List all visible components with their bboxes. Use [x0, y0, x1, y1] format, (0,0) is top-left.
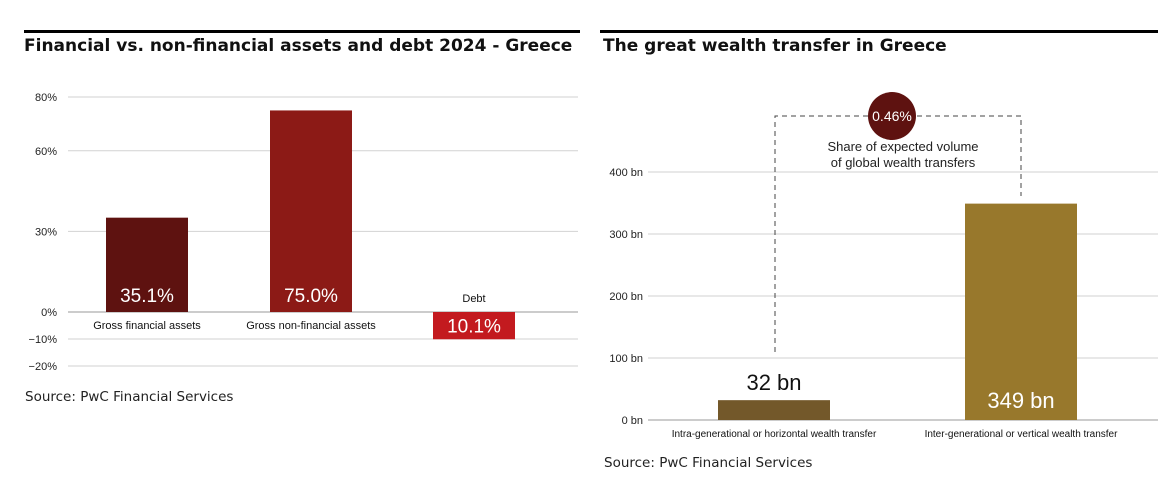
- y-tick-label: 80%: [35, 92, 57, 104]
- category-label: Inter-generational or vertical wealth tr…: [925, 429, 1119, 440]
- dashed-bracket: [774, 115, 1022, 352]
- bar-value-label: 35.1%: [120, 286, 174, 307]
- bar: [965, 203, 1077, 420]
- category-label: Debt: [462, 293, 485, 305]
- y-tick-label: 0 bn: [622, 415, 643, 427]
- bar-value-label: 349 bn: [987, 388, 1054, 413]
- y-tick-label: −20%: [29, 361, 58, 373]
- bar-value-label: 75.0%: [284, 286, 338, 307]
- chart-title: The great wealth transfer in Greece: [603, 36, 947, 56]
- y-tick-label: 30%: [35, 226, 57, 238]
- bar: [270, 110, 352, 312]
- category-label: Intra-generational or horizontal wealth …: [672, 429, 877, 440]
- y-tick-label: −10%: [29, 334, 58, 346]
- y-tick-label: 300 bn: [609, 229, 643, 241]
- bar-value-label: 32 bn: [746, 370, 801, 395]
- title-rule: [600, 30, 1158, 33]
- category-label: Gross financial assets: [93, 320, 201, 332]
- y-tick-label: 200 bn: [609, 291, 643, 303]
- y-tick-label: 100 bn: [609, 353, 643, 365]
- annotation-text: Share of expected volume: [827, 139, 978, 154]
- source-note: Source: PwC Financial Services: [604, 455, 813, 471]
- annotation-text: of global wealth transfers: [831, 155, 976, 170]
- wealth-transfer-chart: 0 bn 100 bn 200 bn 300 bn 400 bn 32 bn Intra-g…: [609, 92, 1158, 440]
- chart-panel-wealth-transfer: The great wealth transfer in Greece 0 bn…: [598, 0, 1171, 477]
- bar: [433, 312, 515, 340]
- bar-value-label: 10.1%: [447, 317, 501, 338]
- bar: [106, 217, 188, 312]
- y-tick-label: 400 bn: [609, 167, 643, 179]
- chart-panel-assets: Financial vs. non-financial assets and d…: [24, 30, 580, 405]
- source-note: Source: PwC Financial Services: [25, 389, 234, 405]
- annotation-value: 0.46%: [872, 108, 912, 124]
- title-rule: [24, 30, 580, 33]
- chart-title: Financial vs. non-financial assets and d…: [24, 36, 573, 56]
- annotation-circle: [868, 92, 916, 140]
- y-tick-label: 60%: [35, 146, 57, 158]
- y-tick-label: 0%: [41, 307, 57, 319]
- bar: [718, 400, 830, 420]
- category-label: Gross non-financial assets: [246, 320, 376, 332]
- assets-chart: 80% 60% 30% 0% −10% −20% 35.1% Gross financial …: [29, 92, 578, 373]
